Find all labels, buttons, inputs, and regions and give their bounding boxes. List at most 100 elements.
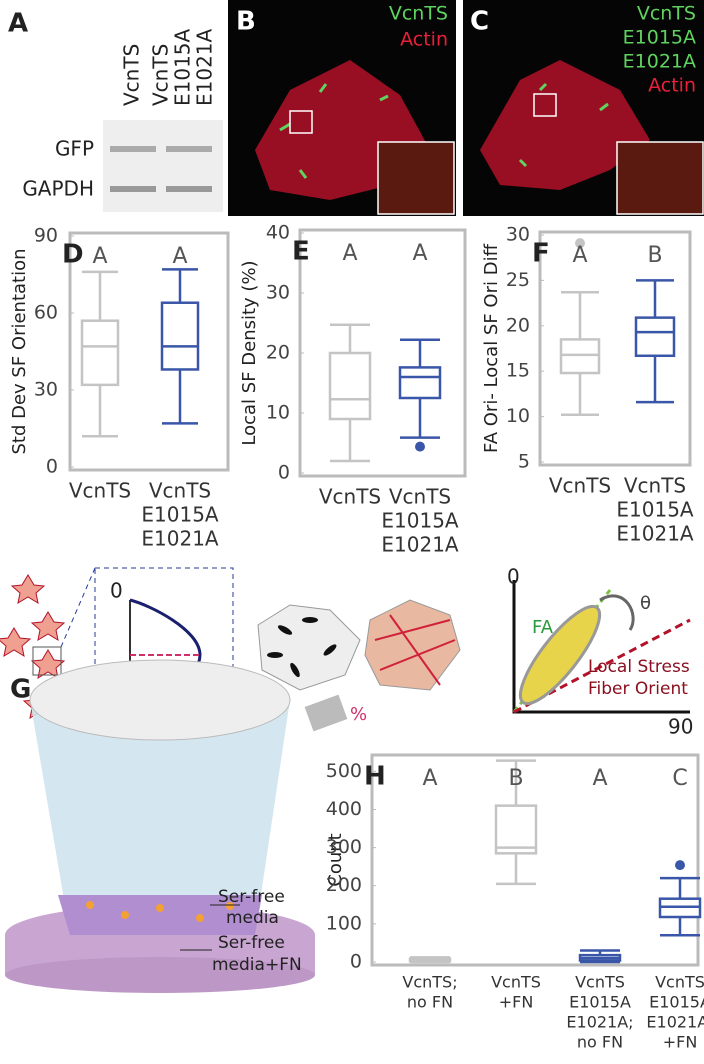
y-tick-label: 100 xyxy=(326,912,362,934)
y-axis-label: FA Ori- Local SF Ori Diff xyxy=(481,243,502,453)
panel-letter: G xyxy=(10,675,31,705)
group-letter: A xyxy=(342,241,357,266)
x-tick-label: +FN xyxy=(499,993,534,1012)
panel-letter: A xyxy=(8,9,28,39)
x-tick-label: E1021A xyxy=(141,527,219,551)
inset xyxy=(616,141,704,215)
y-tick-label: 60 xyxy=(34,302,58,324)
box xyxy=(398,366,442,400)
group-letter: B xyxy=(508,766,523,791)
blot xyxy=(103,120,223,212)
x-tick-label: VcnTS xyxy=(624,474,686,498)
axis-label: 0 xyxy=(507,565,520,589)
y-axis-label: Std Dev SF Orientation xyxy=(9,248,30,454)
panel-letter: F xyxy=(532,239,550,269)
row-label: GFP xyxy=(55,137,94,161)
stain-label: E1015A xyxy=(623,27,696,49)
y-tick-label: 30 xyxy=(34,379,58,401)
y-tick-label: 0 xyxy=(350,951,362,973)
annotation: media xyxy=(226,908,279,928)
sf-label: Fiber Orient xyxy=(588,679,688,699)
annotation: Ser-free xyxy=(218,887,285,907)
box xyxy=(328,351,372,421)
y-axis-label: Count xyxy=(325,833,346,886)
x-tick-label: +FN xyxy=(663,1033,698,1052)
cells xyxy=(86,901,234,922)
y-tick-label: 15 xyxy=(506,360,530,382)
y-tick-label: 5 xyxy=(518,451,530,473)
band xyxy=(110,146,156,152)
x-tick-label: no FN xyxy=(577,1033,623,1052)
outlier xyxy=(415,441,425,452)
density-symbol: % xyxy=(350,704,367,725)
group-letter: A xyxy=(412,241,427,266)
stain-label: E1021A xyxy=(623,51,696,73)
x-tick-label: VcnTS xyxy=(389,485,451,509)
y-tick-label: 40 xyxy=(266,222,290,244)
y-tick-label: 25 xyxy=(506,269,530,291)
insert xyxy=(30,700,290,935)
x-tick-label: VcnTS xyxy=(319,485,381,509)
x-tick-label: E1015A xyxy=(616,498,694,522)
y-tick-label: 30 xyxy=(266,282,290,304)
lane-label: VcnTS xyxy=(120,44,144,106)
y-tick-label: 300 xyxy=(326,836,362,858)
lane-label: E1021A xyxy=(193,28,217,106)
box xyxy=(494,804,538,855)
x-tick-label: E1015A xyxy=(569,993,631,1012)
fa-label: FA xyxy=(532,617,554,638)
stain-label: VcnTS xyxy=(389,3,448,25)
x-tick-label: VcnTS xyxy=(549,474,611,498)
panel-letter: E xyxy=(292,237,310,267)
group-letter: B xyxy=(647,243,662,268)
x-tick-label: E1015A xyxy=(649,993,704,1012)
box xyxy=(160,301,200,371)
group-letter: A xyxy=(92,244,107,269)
insert-top xyxy=(29,659,291,741)
axis-label: 0 xyxy=(110,579,123,603)
plot-frame xyxy=(370,753,700,967)
group-letter: A xyxy=(592,766,607,791)
x-tick-label: E1015A xyxy=(141,503,219,527)
plot-frame xyxy=(68,231,230,472)
x-tick-label: E1021A xyxy=(616,522,694,546)
stain-label: VcnTS xyxy=(637,3,696,25)
band xyxy=(166,146,212,152)
x-tick-label: E1015A xyxy=(381,509,459,533)
dish xyxy=(5,957,315,993)
stress-fibers xyxy=(374,614,456,686)
y-axis-label: Local SF Density (%) xyxy=(239,260,260,445)
group-letter: C xyxy=(672,766,687,791)
box xyxy=(634,316,676,358)
axis-label: 90 xyxy=(668,715,693,739)
inset xyxy=(377,141,455,215)
adhesions xyxy=(518,82,609,168)
box xyxy=(559,338,601,375)
x-tick-label: E1021A; xyxy=(646,1013,704,1032)
plot-frame xyxy=(298,228,467,478)
selection xyxy=(32,646,62,676)
x-tick-label: E1021A xyxy=(381,533,459,557)
plot-frame xyxy=(538,230,692,467)
y-tick-label: 200 xyxy=(326,874,362,896)
y-tick-label: 20 xyxy=(266,342,290,364)
x-tick-label: no FN xyxy=(407,993,453,1012)
panel-letter: H xyxy=(364,762,386,792)
group-letter: A xyxy=(572,243,587,268)
annotation: media+FN xyxy=(212,955,302,975)
roi xyxy=(289,110,313,134)
x-tick-label: VcnTS; xyxy=(402,973,457,992)
density-patch xyxy=(304,694,348,732)
annotation: Ser-free xyxy=(218,933,285,953)
panel-letter: C xyxy=(470,7,489,37)
y-tick-label: 30 xyxy=(506,224,530,246)
x-tick-label: VcnTS xyxy=(69,479,131,503)
box xyxy=(80,319,120,387)
y-tick-label: 500 xyxy=(326,760,362,782)
adhesions xyxy=(267,617,337,678)
row-label: GAPDH xyxy=(22,177,94,201)
focal-adhesion xyxy=(518,604,602,706)
band xyxy=(110,186,156,192)
y-tick-label: 90 xyxy=(34,225,58,247)
